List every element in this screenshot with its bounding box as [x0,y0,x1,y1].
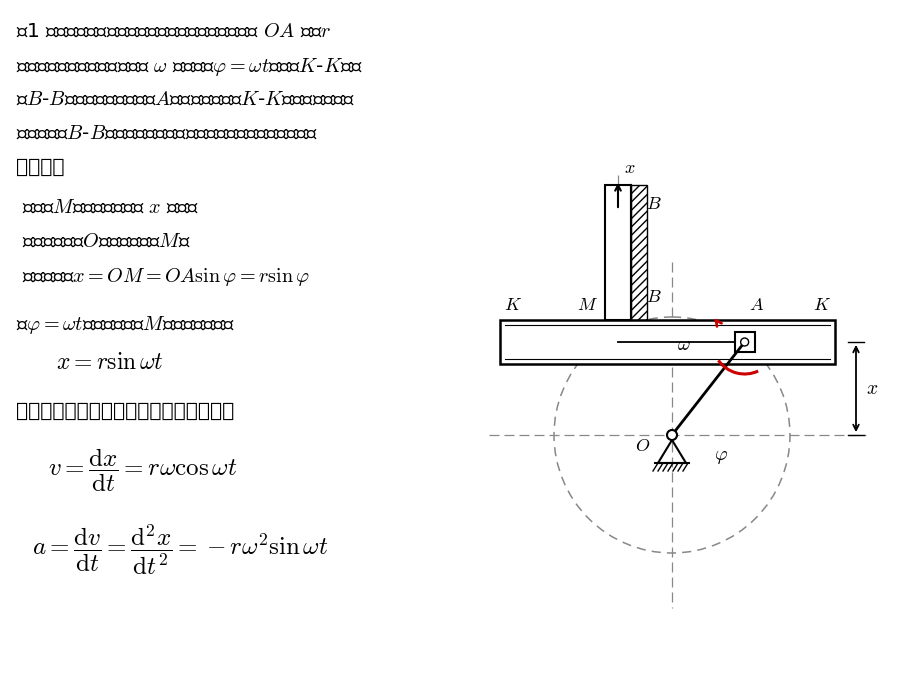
Text: 例1 下图为偏心驱动油泵中的曲柄导杆机构。设曲柄 $OA$ 长为$r$: 例1 下图为偏心驱动油泵中的曲柄导杆机构。设曲柄 $OA$ 长为$r$ [16,22,331,41]
Text: $K$: $K$ [504,296,521,314]
Text: $\varphi$: $\varphi$ [713,447,727,466]
Text: ，自水平位置开始以匀角速度 $\omega$ 转动，即$\varphi=\omega t$，滑槽$K$-$K$与导: ，自水平位置开始以匀角速度 $\omega$ 转动，即$\varphi=\ome… [16,56,362,78]
Text: $a=\dfrac{\mathrm{d}v}{\mathrm{d}t}=\dfrac{\mathrm{d}^2x}{\mathrm{d}t^2}=-r\omeg: $a=\dfrac{\mathrm{d}v}{\mathrm{d}t}=\dfr… [32,522,328,577]
Text: $O$: $O$ [634,437,650,455]
Text: 加速度。: 加速度。 [16,158,64,177]
Text: $B$: $B$ [645,288,661,306]
Text: 的坐标为：$x=OM=OA\sin\varphi=r\sin\varphi$: 的坐标为：$x=OM=OA\sin\varphi=r\sin\varphi$ [16,266,310,288]
Text: $x$: $x$ [623,159,635,177]
Bar [499,320,834,364]
Text: $v=\dfrac{\mathrm{d}x}{\mathrm{d}t}=r\omega\cos\omega t$: $v=\dfrac{\mathrm{d}x}{\mathrm{d}t}=r\om… [48,446,237,494]
Text: $\omega$: $\omega$ [676,335,690,353]
Text: 柄带动导杆$B$-$B$作上下直线运动。试求导杆的运动方程，速度和: 柄带动导杆$B$-$B$作上下直线运动。试求导杆的运动方程，速度和 [16,124,318,143]
Text: $B$: $B$ [645,195,661,213]
Bar [605,185,630,320]
Text: $K$: $K$ [812,296,830,314]
Circle shape [666,430,676,440]
Text: 解：取$M$点的直线轨迹为 $x$ 轴，曲: 解：取$M$点的直线轨迹为 $x$ 轴，曲 [16,198,199,217]
Text: 杆$B$-$B$制成一体。曲柄端点$A$通过滑块在滑槽$K$-$K$中滑动，因而曲: 杆$B$-$B$制成一体。曲柄端点$A$通过滑块在滑槽$K$-$K$中滑动，因而… [16,90,355,109]
Bar [630,185,646,320]
Circle shape [740,338,748,346]
Text: $M$: $M$ [576,296,597,314]
Text: $x$: $x$ [865,379,878,398]
Text: 柄的转动中心$O$为坐标圆点。$M$点: 柄的转动中心$O$为坐标圆点。$M$点 [16,232,190,251]
Text: 将$\varphi=\omega t$带入上式，得$M$点的运动方程：: 将$\varphi=\omega t$带入上式，得$M$点的运动方程： [16,314,234,336]
Text: 将上式对时间求一阶导数和二阶导数得：: 将上式对时间求一阶导数和二阶导数得： [16,402,234,421]
Text: $x=r\sin\omega t$: $x=r\sin\omega t$ [56,350,164,374]
Text: $A$: $A$ [748,296,763,314]
Bar [734,332,754,352]
